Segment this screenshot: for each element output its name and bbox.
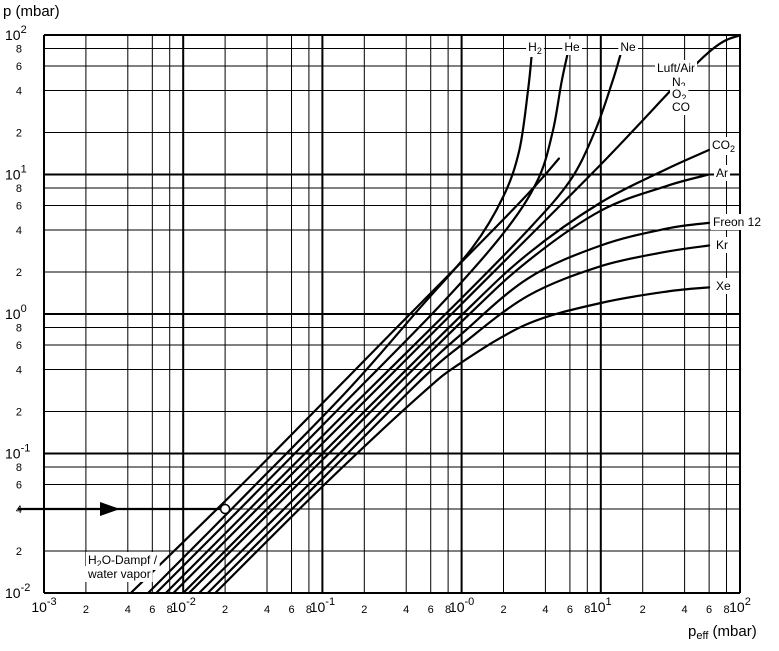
y-tick-label: 10-1 (5, 443, 30, 462)
y-tick-label: 6 (16, 479, 22, 491)
x-tick-label: 10-1 (310, 596, 335, 615)
example-point (219, 503, 231, 515)
label-background (85, 566, 153, 582)
series-line-7 (198, 221, 711, 595)
curve-label-co2: CO2 (712, 138, 735, 154)
x-tick-label: 8 (306, 604, 312, 616)
label-background (714, 237, 731, 253)
x-tick-label: 8 (445, 604, 451, 616)
x-tick-label: 2 (222, 604, 228, 616)
series-line-1 (147, 51, 533, 595)
curve-label-h2o_line2: water vapor (87, 567, 151, 581)
label-background (526, 39, 544, 57)
label-background (655, 60, 698, 76)
label-background (714, 278, 734, 294)
x-tick-label: 6 (567, 604, 573, 616)
curve-label-o2: O2 (672, 87, 686, 103)
curve-label-kr: Kr (716, 238, 728, 252)
y-tick-label: 102 (5, 24, 27, 43)
y-tick-label: 4 (16, 504, 22, 516)
label-background (562, 39, 582, 55)
x-tick-label: 10-0 (449, 596, 474, 615)
x-tick-label: 101 (590, 596, 612, 615)
y-tick-label: 2 (16, 267, 22, 279)
series-line-0 (129, 157, 560, 595)
x-tick-label: 6 (428, 604, 434, 616)
y-tick-label: 8 (16, 44, 22, 56)
curve-label-h2: H2 (528, 40, 542, 56)
curves (129, 33, 742, 595)
x-tick-label: 2 (500, 604, 506, 616)
grid-lines (43, 34, 741, 594)
y-tick-label: 8 (16, 183, 22, 195)
curve-label-freon: Freon 12 (713, 215, 761, 229)
series-line-9 (214, 286, 711, 595)
y-tick-label: 6 (16, 200, 22, 212)
label-background (710, 137, 738, 155)
series-line-5 (182, 148, 711, 595)
y-tick-label: 8 (16, 462, 22, 474)
y-tick-label: 8 (16, 323, 22, 335)
series-line-2 (155, 51, 569, 595)
x-tick-label: 6 (149, 604, 155, 616)
y-tick-label: 2 (16, 407, 22, 419)
x-tick-label: 2 (640, 604, 646, 616)
x-tick-label: 4 (403, 604, 409, 616)
curve-label-h2o_line1: H2O-Dampf / (88, 553, 158, 569)
y-tick-label: 4 (16, 86, 22, 98)
y-axis-label: p (mbar) (3, 3, 60, 20)
x-tick-label: 6 (288, 604, 294, 616)
label-background (711, 214, 764, 230)
x-tick-label: 8 (723, 604, 729, 616)
y-tick-label: 4 (16, 225, 22, 237)
x-tick-label: 2 (361, 604, 367, 616)
label-background (86, 552, 160, 570)
series-line-3 (164, 51, 623, 595)
series-line-6 (187, 173, 711, 595)
series-line-8 (206, 244, 711, 595)
x-tick-label: 8 (584, 604, 590, 616)
x-tick-label: 10-3 (31, 596, 56, 615)
curve-label-co: CO (672, 100, 690, 114)
x-tick-label: 2 (83, 604, 89, 616)
x-axis-label: peff (mbar) (688, 623, 757, 642)
x-tick-label: 4 (264, 604, 270, 616)
y-tick-label: 6 (16, 340, 22, 352)
x-tick-label: 10-2 (171, 596, 196, 615)
y-tick-label: 100 (5, 303, 27, 322)
y-tick-label: 2 (16, 128, 22, 140)
y-tick-label: 6 (16, 61, 22, 73)
curve-label-luft: Luft/Air (657, 61, 695, 75)
x-tick-label: 4 (542, 604, 548, 616)
x-tick-label: 8 (167, 604, 173, 616)
y-tick-label: 4 (16, 365, 22, 377)
x-tick-label: 6 (706, 604, 712, 616)
curve-label-ne: Ne (620, 40, 636, 54)
curve-label-ar: Ar (716, 166, 728, 180)
y-tick-label: 101 (5, 164, 27, 183)
label-background (670, 99, 692, 115)
arrow-head-icon (100, 502, 120, 517)
label-background (714, 165, 731, 181)
curve-label-xe: Xe (716, 279, 731, 293)
example-reading (18, 502, 231, 517)
x-tick-label: 4 (682, 604, 688, 616)
curve-label-he: He (564, 40, 580, 54)
y-tick-label: 2 (16, 546, 22, 558)
label-background (618, 39, 638, 55)
x-tick-label: 102 (729, 596, 751, 615)
x-tick-label: 4 (125, 604, 131, 616)
y-tick-label: 10-2 (5, 582, 30, 601)
